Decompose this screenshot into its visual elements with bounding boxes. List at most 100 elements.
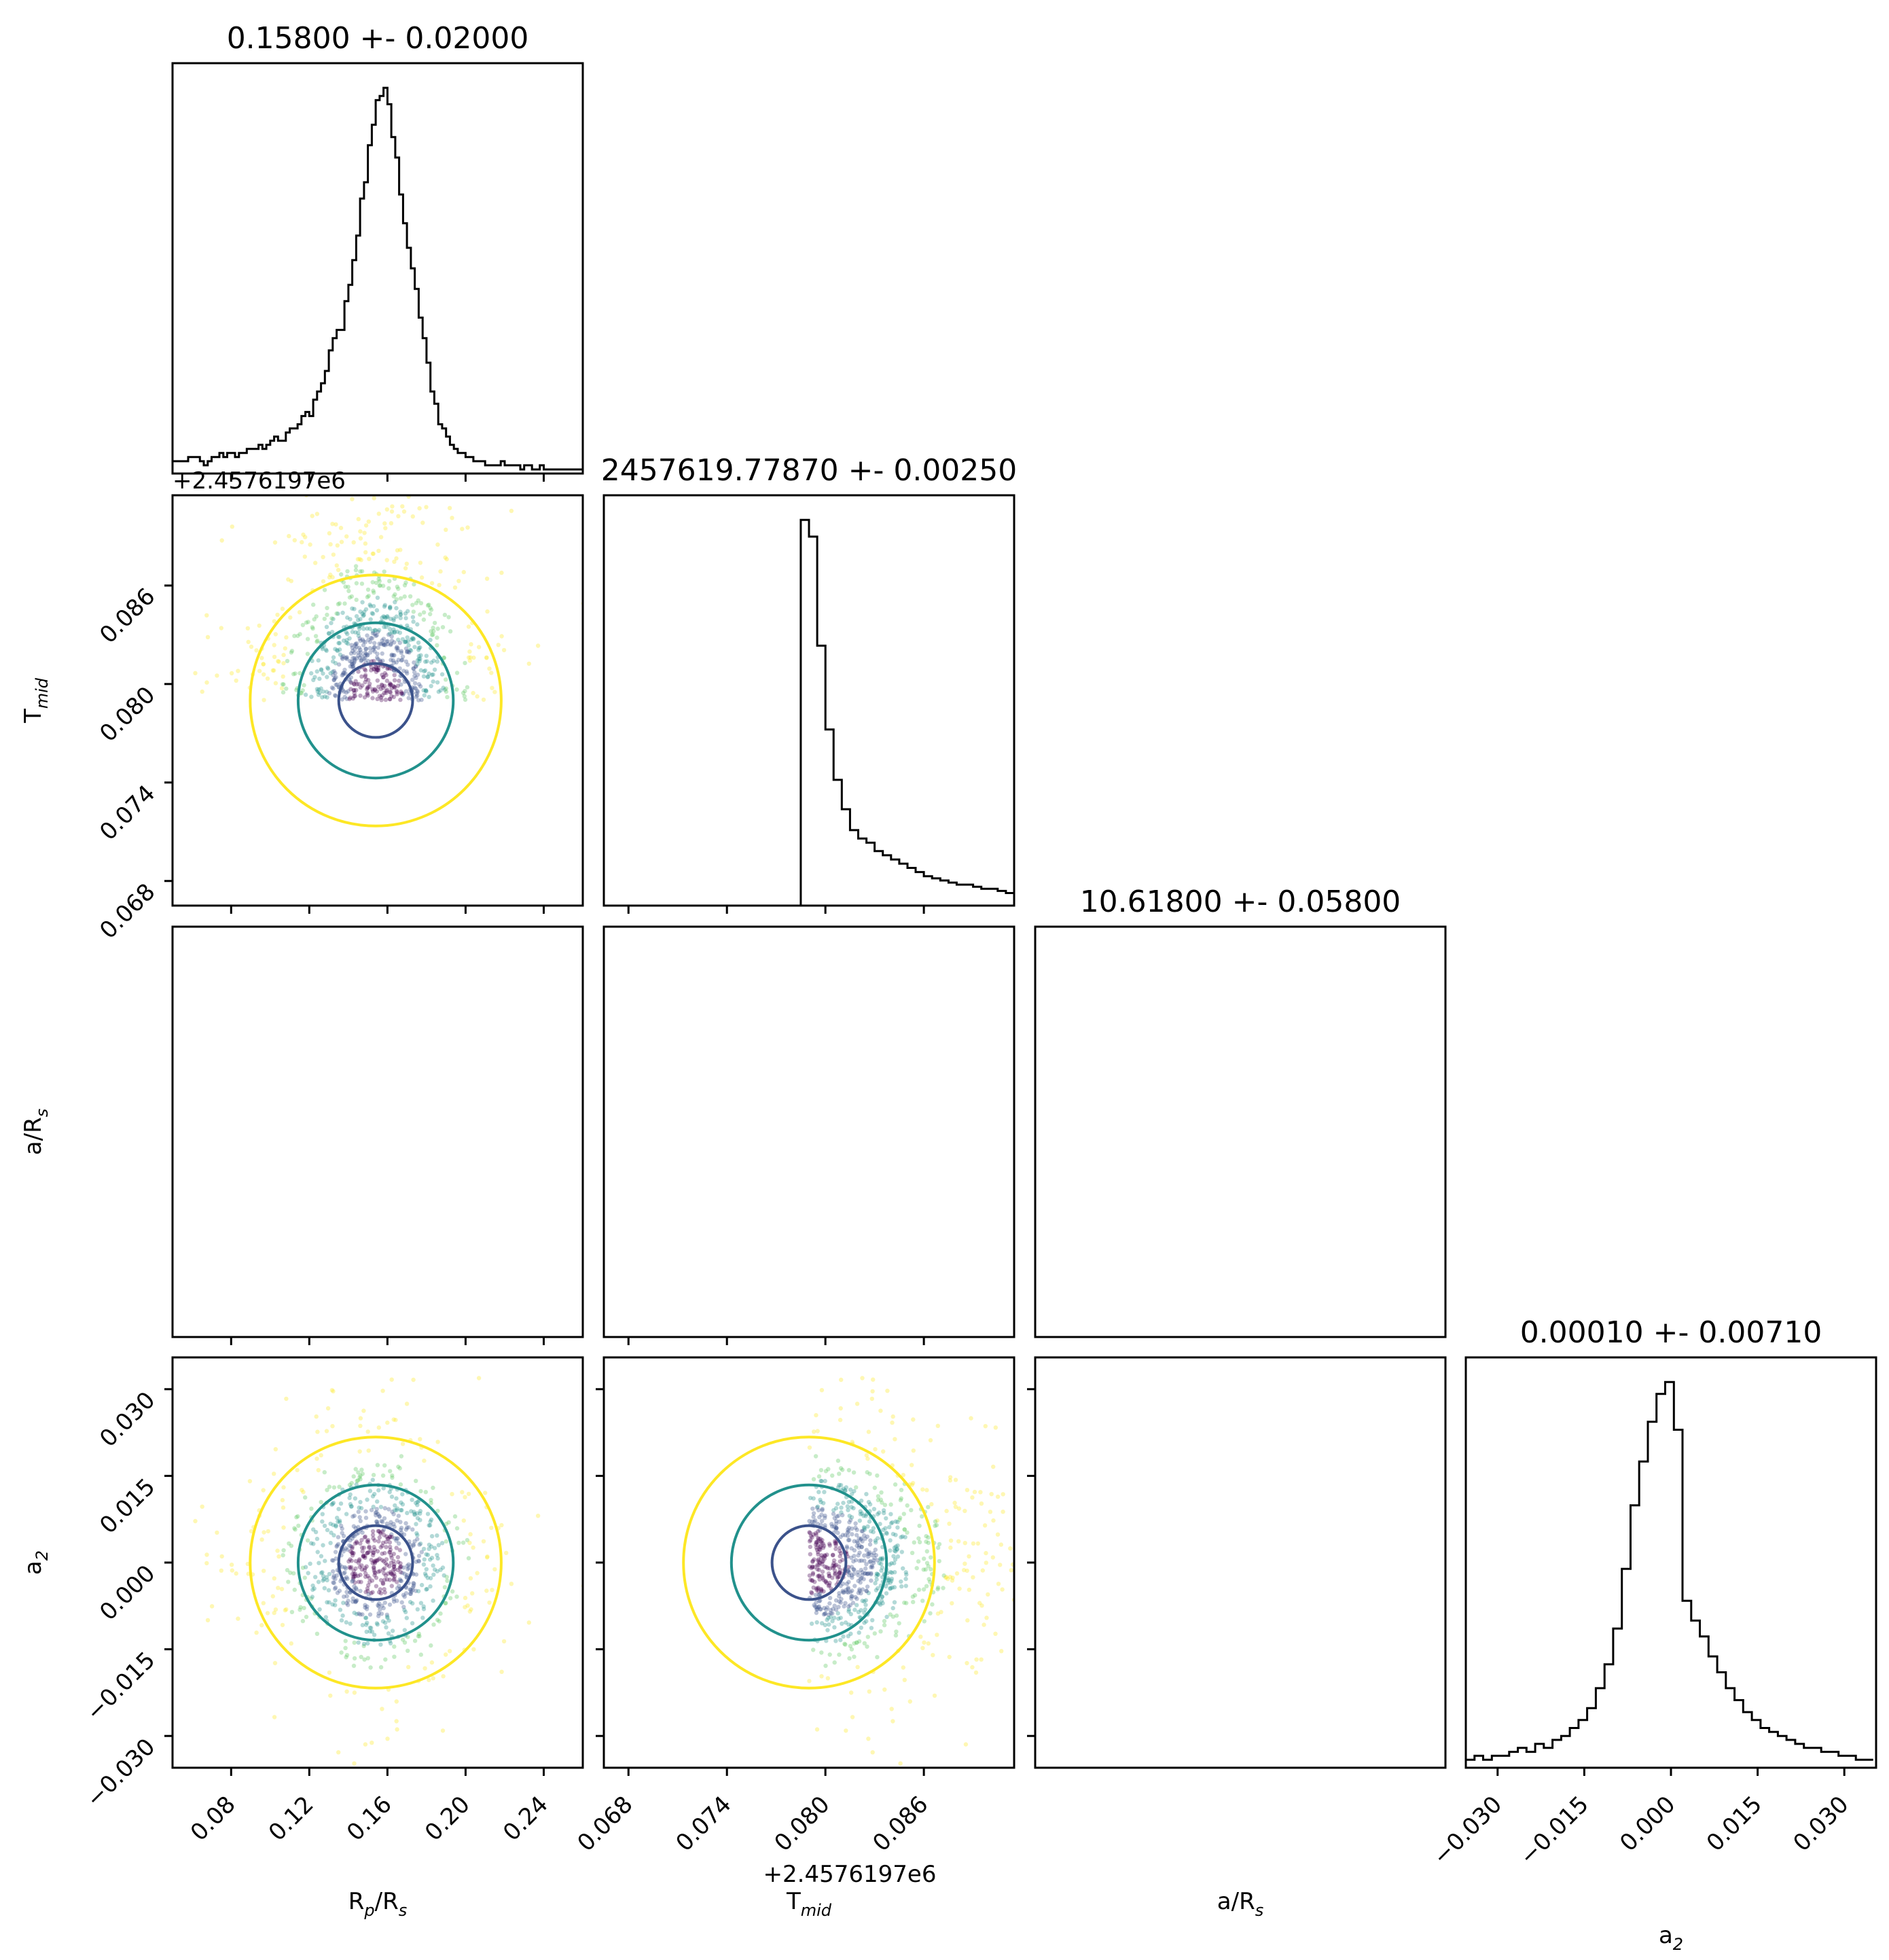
scatter-point [435, 542, 440, 547]
scatter-point [826, 1616, 831, 1620]
scatter-point [262, 698, 266, 702]
scatter-point [309, 1596, 314, 1601]
scatter-point [363, 673, 368, 677]
scatter-point [302, 1605, 306, 1611]
scatter-point [384, 1539, 389, 1544]
scatter-point [352, 464, 356, 468]
scatter-point [821, 1558, 826, 1564]
scatter-point [435, 1556, 440, 1561]
scatter-point [821, 1544, 827, 1548]
scatter-point [393, 1508, 397, 1513]
scatter-point [387, 1602, 393, 1607]
scatter-point [920, 1487, 925, 1492]
scatter-point [363, 653, 367, 658]
scatter-point [352, 1610, 357, 1616]
scatter-point [882, 1687, 887, 1692]
scatter-point [338, 525, 344, 531]
scatter-point [370, 1578, 375, 1583]
scatter-point [421, 1562, 427, 1567]
scatter-point [410, 1497, 414, 1502]
scatter-point [372, 1570, 377, 1575]
scatter-point [353, 1586, 359, 1590]
scatter-point [325, 675, 329, 679]
scatter-point [442, 612, 448, 618]
scatter-point [363, 650, 367, 655]
scatter-point [305, 652, 310, 656]
scatter-point [950, 1575, 955, 1580]
scatter-point [321, 689, 326, 694]
scatter-point [833, 1539, 838, 1544]
scatter-point [298, 1605, 303, 1609]
scatter-point [350, 1596, 355, 1601]
scatter-point [819, 1540, 824, 1546]
scatter-point [849, 1515, 854, 1520]
scatter-point [249, 1529, 254, 1533]
scatter-point [935, 1518, 940, 1523]
scatter-point [395, 629, 400, 634]
scatter-point [281, 674, 285, 679]
scatter-point [374, 632, 379, 638]
scatter-point [822, 1490, 827, 1495]
scatter-point [410, 1601, 415, 1606]
scatter-point [870, 1389, 875, 1394]
scatter-point [412, 1510, 416, 1514]
scatter-point [822, 1556, 827, 1561]
scatter-point [272, 619, 276, 624]
scatter-point [819, 1388, 825, 1393]
scatter-point [348, 658, 353, 664]
scatter-point [823, 1580, 828, 1584]
scatter-point [880, 1594, 884, 1599]
scatter-point [265, 676, 270, 681]
scatter-point [880, 1556, 885, 1561]
scatter-point [350, 656, 355, 660]
scatter-point [853, 1594, 858, 1600]
scatter-point [837, 1599, 842, 1604]
scatter-point [895, 1547, 900, 1552]
scatter-point [365, 692, 370, 697]
scatter-point [1105, 1531, 1109, 1535]
scatter-point [209, 1604, 215, 1609]
scatter-point [384, 688, 390, 692]
scatter-point [463, 697, 468, 702]
scatter-point [842, 1590, 846, 1595]
scatter-point [490, 685, 494, 690]
scatter-point [389, 1571, 394, 1576]
scatter-point [346, 1559, 351, 1564]
scatter-point [259, 1537, 264, 1542]
scatter-point [272, 1576, 276, 1581]
scatter-point [351, 1568, 356, 1573]
scatter-point [370, 1529, 376, 1534]
scatter-point [320, 647, 325, 652]
scatter-point [384, 639, 389, 644]
scatter-point [849, 1596, 854, 1601]
scatter-point [358, 1612, 363, 1617]
scatter-point [834, 1526, 839, 1531]
scatter-point [830, 1473, 835, 1478]
scatter-point [389, 658, 393, 662]
scatter-point [379, 1518, 384, 1524]
scatter-point [335, 647, 340, 652]
scatter-point [817, 1528, 823, 1533]
scatter-point [376, 1569, 381, 1574]
scatter-point [382, 1587, 386, 1592]
scatter-point [395, 683, 401, 688]
scatter-layer [193, 416, 1109, 1766]
scatter-point [350, 1536, 355, 1541]
scatter-point [922, 1556, 926, 1561]
scatter-point [979, 1603, 984, 1608]
scatter-point [365, 416, 369, 420]
scatter-point [454, 671, 460, 675]
scatter-point [838, 1549, 842, 1554]
scatter-point [847, 1570, 852, 1575]
scatter-point [381, 637, 386, 641]
scatter-point [289, 650, 294, 655]
scatter-point [833, 1598, 839, 1603]
scatter-point [284, 1396, 289, 1402]
scatter-point [810, 1506, 815, 1511]
scatter-point [884, 1531, 889, 1536]
scatter-point [470, 1591, 475, 1596]
scatter-point [408, 1588, 413, 1592]
scatter-point [416, 682, 422, 687]
scatter-point [884, 1584, 888, 1589]
scatter-point [878, 1556, 883, 1561]
